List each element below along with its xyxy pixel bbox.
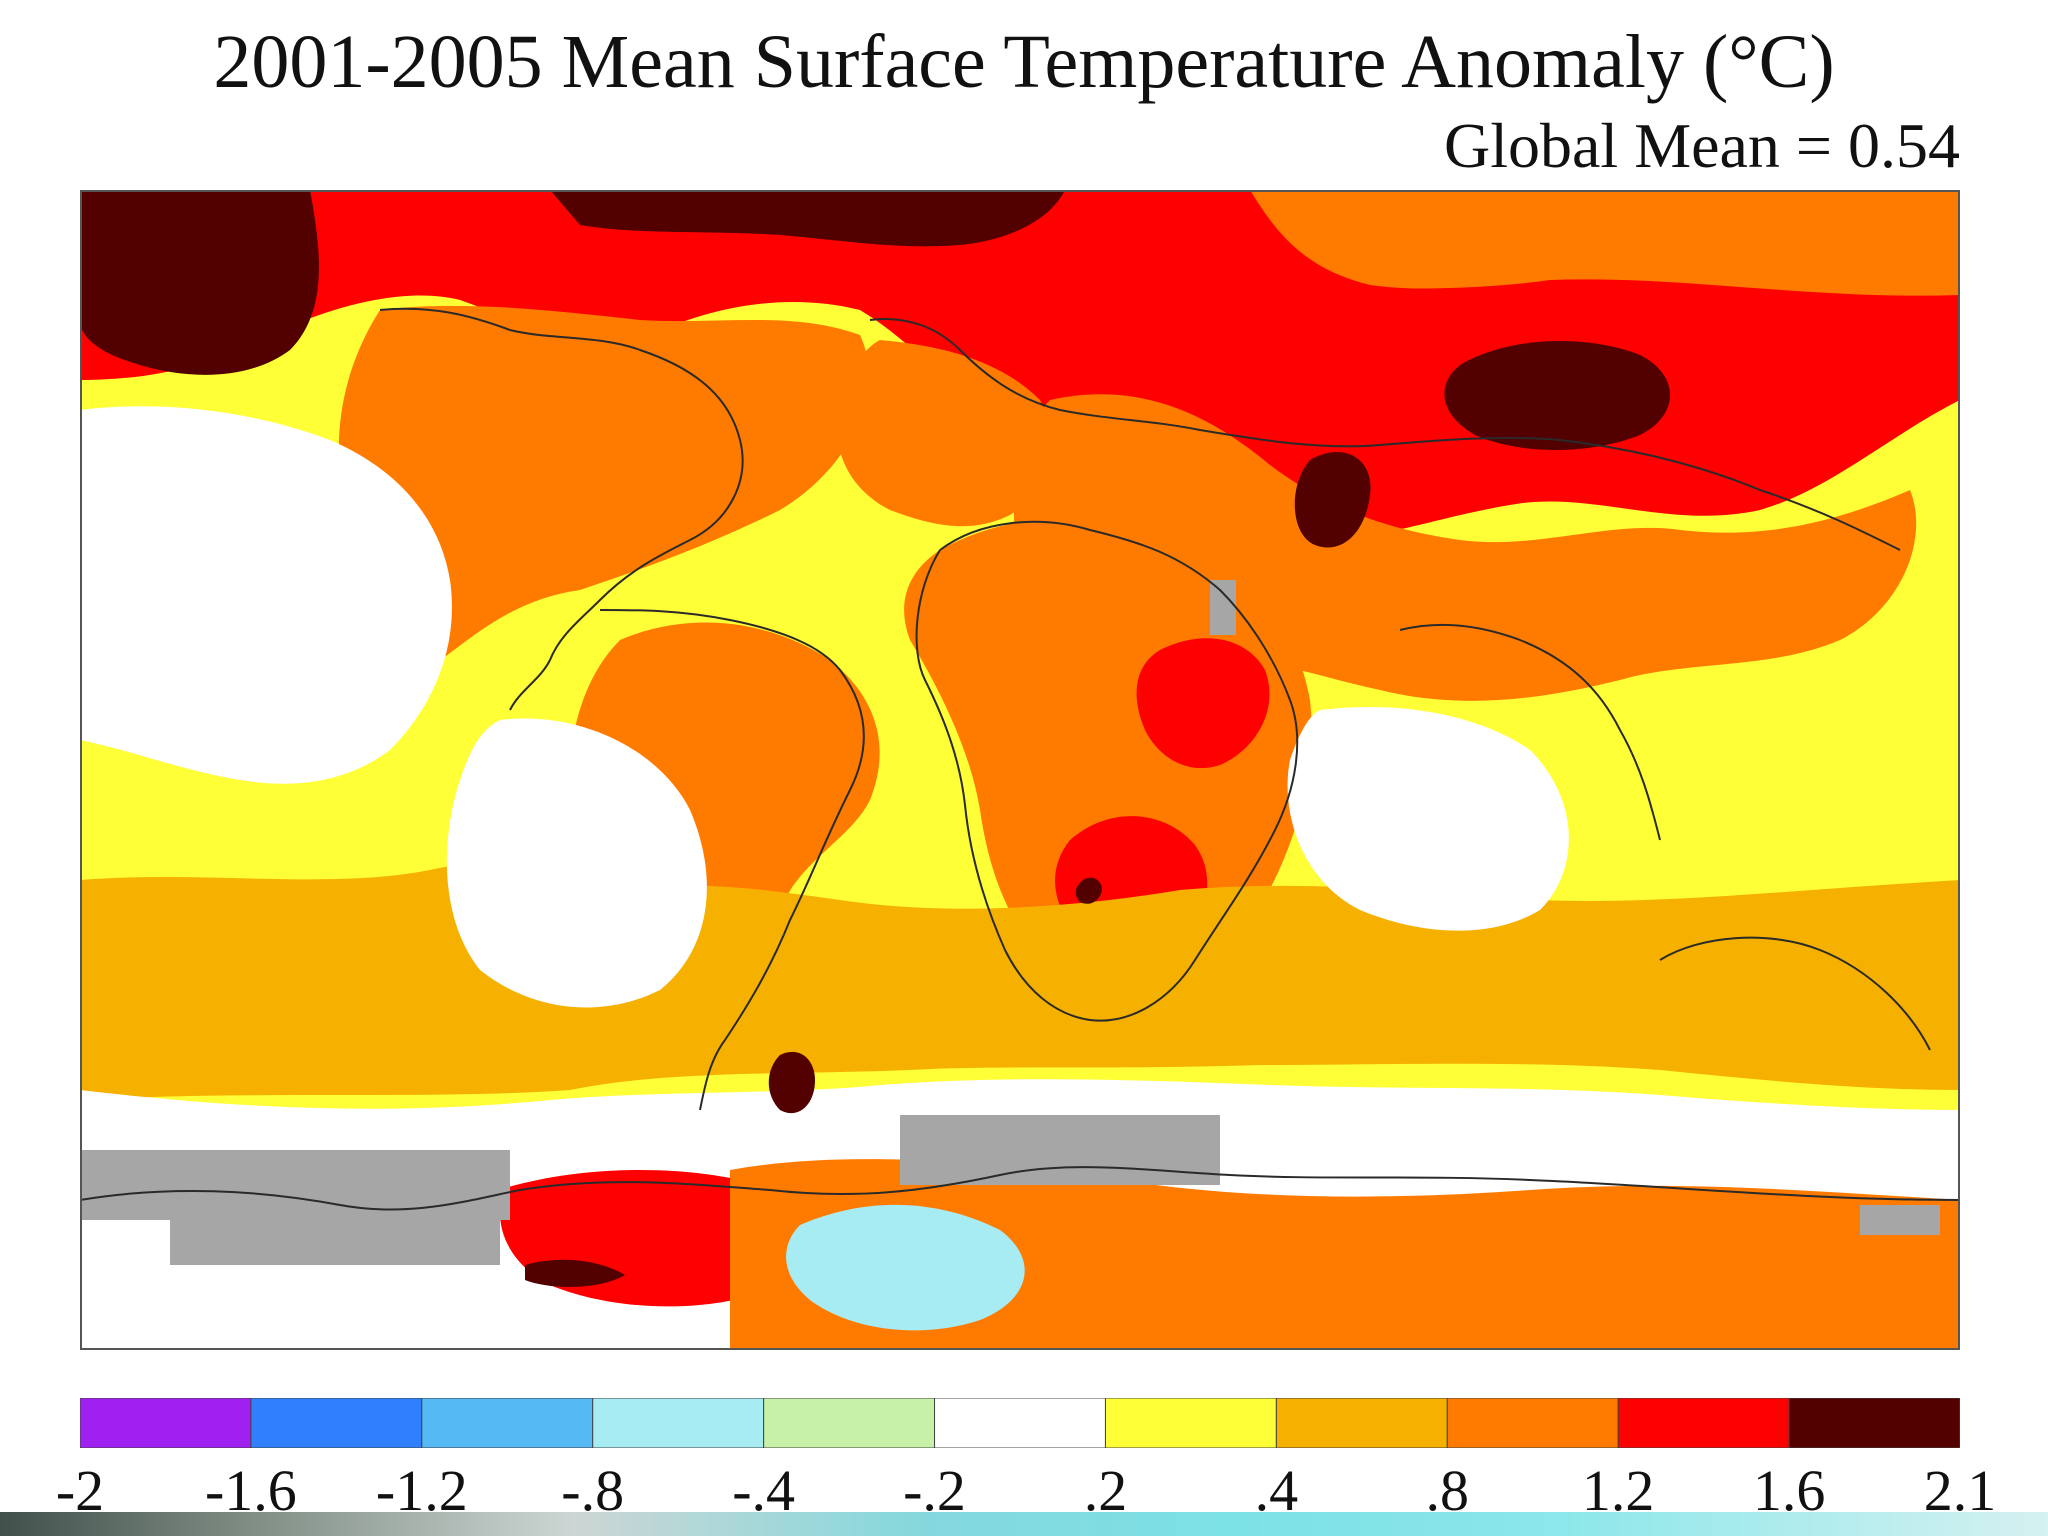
legend-segment — [592, 1398, 765, 1448]
legend-segment — [934, 1398, 1106, 1448]
dark-red-hotspot — [525, 1259, 625, 1287]
south-pacific-white-region — [446, 718, 707, 1008]
coastline — [599, 609, 865, 1111]
gray-no-data — [1860, 1205, 1940, 1235]
dark-red-hotspot — [1294, 452, 1371, 548]
legend-segment — [1446, 1398, 1619, 1448]
dark-red-hotspot — [80, 190, 319, 375]
coastlines — [80, 307, 1960, 1211]
map-frame — [80, 190, 1960, 1350]
dark-red-hotspot — [550, 190, 1065, 247]
legend-segment — [1788, 1398, 1960, 1448]
map-title: 2001-2005 Mean Surface Temperature Anoma… — [213, 20, 1835, 104]
legend-segment — [421, 1398, 594, 1448]
legend-segment — [1104, 1398, 1277, 1448]
coastline — [1399, 623, 1661, 841]
bottom-decorative-strip — [0, 1512, 2048, 1536]
antarctic-orange-region — [730, 1159, 1960, 1350]
global-mean-label: Global Mean = 0.54 — [1444, 110, 1960, 181]
africa-orange-region — [904, 518, 1312, 989]
indian-ocean-white-region — [1287, 706, 1569, 931]
coastline — [379, 307, 744, 711]
dark-red-hotspot — [768, 1051, 815, 1114]
legend-segment — [1617, 1398, 1790, 1448]
pacific-white-region — [80, 406, 452, 784]
dark-red-hotspot — [1444, 341, 1670, 450]
gray-no-data — [80, 1150, 510, 1220]
europe-orange-region — [837, 340, 1050, 527]
gray-no-data — [900, 1115, 1220, 1185]
gray-no-data — [170, 1220, 500, 1265]
coastline — [915, 520, 1299, 1022]
legend-segment — [763, 1398, 936, 1448]
legend-segment — [1275, 1398, 1448, 1448]
color-legend-bar — [80, 1398, 1960, 1448]
africa-red-region — [1136, 638, 1270, 769]
legend-segment — [250, 1398, 423, 1448]
antarctic-blue-region — [786, 1204, 1025, 1331]
coastline — [1659, 936, 1931, 1051]
legend-segment — [80, 1398, 252, 1448]
gray-no-data — [1210, 580, 1236, 635]
temperature-anomaly-map — [80, 190, 1960, 1350]
coastline — [80, 1166, 1960, 1211]
north-america-orange — [338, 305, 869, 660]
coastline — [869, 318, 1901, 551]
dark-red-hotspot — [1075, 877, 1102, 904]
